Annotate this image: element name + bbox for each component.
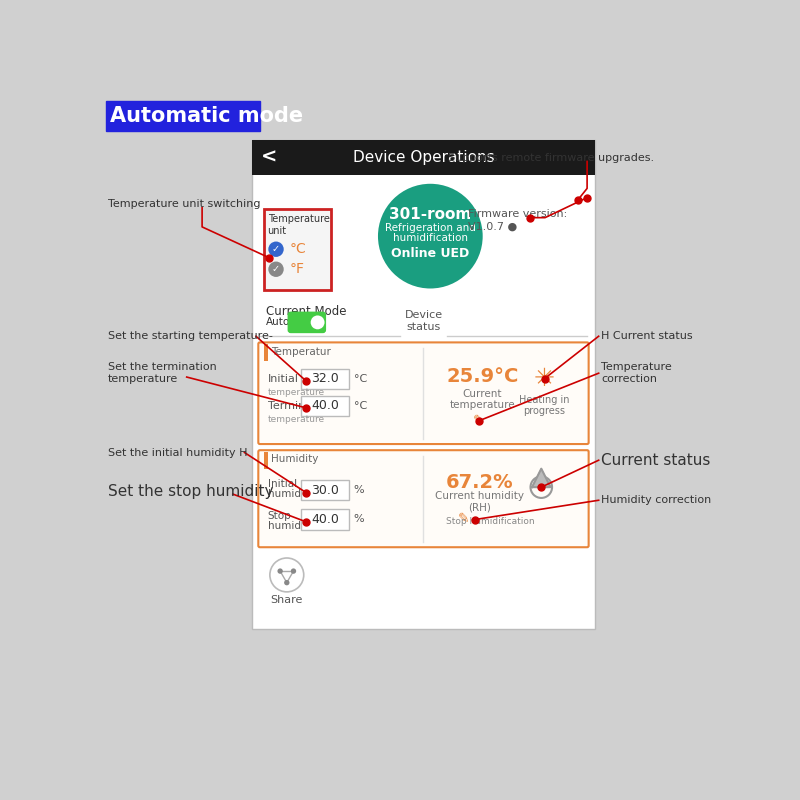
Text: Stop: Stop: [267, 510, 291, 521]
FancyBboxPatch shape: [302, 480, 349, 500]
Text: 25.9°C: 25.9°C: [446, 366, 518, 386]
FancyBboxPatch shape: [258, 450, 589, 547]
FancyBboxPatch shape: [302, 369, 349, 389]
Text: Temperature
unit: Temperature unit: [267, 214, 330, 236]
Text: °C: °C: [354, 374, 367, 383]
Text: ✳: ✳: [534, 366, 555, 390]
FancyBboxPatch shape: [258, 342, 589, 444]
Text: 32.0: 32.0: [311, 372, 339, 385]
FancyBboxPatch shape: [287, 311, 326, 333]
Text: Current humidity
(RH): Current humidity (RH): [434, 491, 524, 513]
Text: ✓: ✓: [272, 264, 280, 274]
Text: Temperature unit switching: Temperature unit switching: [108, 199, 261, 209]
Text: Auto: Auto: [266, 318, 290, 327]
Text: Current status: Current status: [601, 453, 710, 468]
Text: Initial: Initial: [267, 479, 297, 489]
Text: ✎: ✎: [473, 414, 484, 428]
Text: humidification: humidification: [393, 233, 468, 242]
Text: Temperatur: Temperatur: [271, 346, 331, 357]
Text: humidity: humidity: [267, 521, 314, 530]
Text: Stop humidification: Stop humidification: [446, 518, 535, 526]
Circle shape: [378, 184, 482, 289]
Text: 301-room: 301-room: [390, 207, 471, 222]
Text: Refrigeration and: Refrigeration and: [385, 223, 476, 234]
FancyBboxPatch shape: [302, 510, 349, 530]
Text: Current Mode: Current Mode: [266, 306, 346, 318]
Text: Humidity correction: Humidity correction: [601, 495, 711, 506]
Circle shape: [268, 242, 284, 257]
FancyBboxPatch shape: [302, 395, 349, 415]
Text: Firmware version:: Firmware version:: [468, 209, 567, 219]
Text: Set the initial humidity H: Set the initial humidity H: [108, 447, 248, 458]
Text: Termination: Termination: [267, 401, 333, 410]
Text: Temperature
correction: Temperature correction: [601, 362, 672, 384]
Circle shape: [270, 558, 304, 592]
Circle shape: [290, 568, 296, 574]
Text: %: %: [354, 514, 365, 525]
Text: °C: °C: [354, 401, 367, 410]
Text: ✓: ✓: [272, 244, 280, 254]
Text: Device Operations: Device Operations: [353, 150, 494, 165]
FancyBboxPatch shape: [252, 140, 594, 629]
FancyBboxPatch shape: [106, 102, 260, 130]
FancyBboxPatch shape: [264, 209, 331, 290]
Text: Heating in
progress: Heating in progress: [519, 394, 570, 416]
Text: Set the starting temperature-: Set the starting temperature-: [108, 331, 273, 342]
Text: humidity: humidity: [267, 489, 314, 499]
Text: temperature: temperature: [267, 388, 325, 397]
Text: °C: °C: [290, 242, 306, 256]
Text: 40.0: 40.0: [311, 513, 339, 526]
Circle shape: [310, 315, 325, 330]
Text: Device
status: Device status: [405, 310, 442, 332]
Text: H Current status: H Current status: [601, 331, 693, 342]
Text: 30.0: 30.0: [311, 484, 339, 497]
Text: temperature: temperature: [267, 415, 325, 424]
Text: ✎: ✎: [458, 513, 470, 526]
Text: Initial: Initial: [267, 374, 298, 383]
Text: Automatic mode: Automatic mode: [110, 106, 303, 126]
FancyBboxPatch shape: [264, 452, 267, 469]
Text: 40.0: 40.0: [311, 399, 339, 412]
Text: <: <: [261, 148, 278, 166]
Text: °F: °F: [290, 262, 305, 276]
Text: Current
temperature: Current temperature: [450, 389, 515, 410]
Polygon shape: [532, 469, 550, 487]
Text: Supports remote firmware upgrades.: Supports remote firmware upgrades.: [449, 153, 654, 162]
Text: %: %: [354, 486, 365, 495]
Text: V1.0.7 ●: V1.0.7 ●: [468, 222, 518, 231]
Text: Share: Share: [270, 594, 303, 605]
Text: Set the stop humidity: Set the stop humidity: [108, 483, 274, 498]
Text: Set the termination
temperature: Set the termination temperature: [108, 362, 217, 384]
Circle shape: [278, 568, 283, 574]
Text: 67.2%: 67.2%: [446, 473, 513, 492]
FancyBboxPatch shape: [252, 140, 594, 174]
Text: Humidity: Humidity: [271, 454, 318, 465]
Text: Online UED: Online UED: [391, 246, 470, 259]
Circle shape: [284, 580, 290, 586]
FancyBboxPatch shape: [264, 344, 267, 361]
Circle shape: [268, 262, 284, 277]
